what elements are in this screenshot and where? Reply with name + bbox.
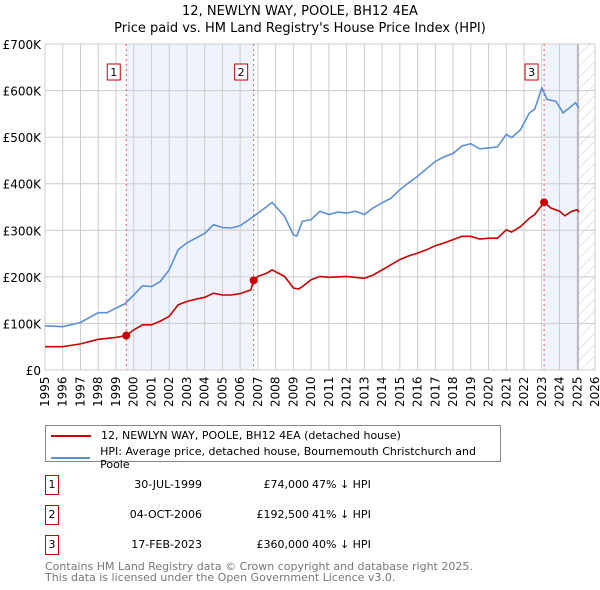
forecast-hatch <box>578 44 595 370</box>
sale-price: £360,000 <box>256 538 310 551</box>
sale-badge: 1 <box>45 475 59 495</box>
hpi-line <box>44 85 580 328</box>
legend-line-blue <box>51 457 91 459</box>
sale-badge-box <box>106 63 121 81</box>
x-tick-label: 2019 <box>464 376 478 407</box>
sale-badge-label: 3 <box>528 66 535 79</box>
sale-price: £74,000 <box>263 478 310 491</box>
x-tick-label: 2012 <box>340 376 354 407</box>
y-tick-label: £300K <box>3 224 43 238</box>
x-tick-label: 2020 <box>482 376 496 407</box>
x-tick-label: 2001 <box>144 376 158 407</box>
legend-line-red <box>51 434 91 437</box>
sale-date: 04-OCT-2006 <box>129 508 202 521</box>
x-tick-label: 2023 <box>535 376 549 407</box>
x-tick-label: 2011 <box>322 376 336 407</box>
chart-legend: 12, NEWLYN WAY, POOLE, BH12 4EA (detache… <box>45 425 501 471</box>
x-tick-label: 1997 <box>73 376 87 407</box>
x-tick-label: 2010 <box>304 376 318 407</box>
x-tick-label: 2017 <box>428 376 442 407</box>
x-tick-label: 2000 <box>127 376 141 407</box>
y-tick-label: £500K <box>3 131 43 145</box>
chart-subtitle: Price paid vs. HM Land Registry's House … <box>114 21 486 36</box>
sale-date: 17-FEB-2023 <box>131 538 202 551</box>
sale-hpi-diff: 47% ↓ HPI <box>312 478 371 491</box>
sale-hpi-diff: 41% ↓ HPI <box>312 508 371 521</box>
legend-label: HPI: Average price, detached house, Bour… <box>100 445 477 471</box>
y-tick-label: £400K <box>3 178 43 192</box>
x-tick-label: 2013 <box>357 376 371 407</box>
y-tick-label: £600K <box>3 85 43 99</box>
x-tick-label: 2014 <box>375 376 389 407</box>
copyright-note: Contains HM Land Registry data © Crown c… <box>45 560 473 573</box>
property-price-line <box>45 201 580 348</box>
x-tick-label: 2024 <box>553 376 567 407</box>
x-tick-label: 2018 <box>446 376 460 407</box>
legend-item-hpi: HPI: Average price, detached house, Bour… <box>51 445 500 471</box>
x-tick-label: 2022 <box>517 376 531 407</box>
sale-badge-label: 2 <box>238 66 245 79</box>
legend-item-property: 12, NEWLYN WAY, POOLE, BH12 4EA (detache… <box>51 429 401 442</box>
sale-hpi-diff: 40% ↓ HPI <box>312 538 371 551</box>
licence-note: This data is licensed under the Open Gov… <box>45 571 396 584</box>
x-tick-label: 2003 <box>180 376 194 407</box>
sale-badge-label: 1 <box>110 66 117 79</box>
x-tick-label: 2007 <box>251 376 265 407</box>
sale-point <box>122 331 131 340</box>
sale-price: £192,500 <box>256 508 310 521</box>
x-tick-label: 2005 <box>215 376 229 407</box>
x-tick-label: 1998 <box>91 376 105 407</box>
y-tick-label: £0 <box>26 364 41 378</box>
chart-title: 12, NEWLYN WAY, POOLE, BH12 4EA <box>182 4 418 19</box>
sale-date: 30-JUL-1999 <box>134 478 202 491</box>
x-tick-label: 2002 <box>162 376 176 407</box>
sale-point <box>540 198 549 207</box>
sale-badge-box <box>234 63 249 81</box>
x-tick-label: 1996 <box>56 376 70 407</box>
y-tick-label: £100K <box>3 317 43 331</box>
x-tick-label: 1995 <box>38 376 52 407</box>
sale-row: 1 30-JUL-1999 £74,000 47% ↓ HPI <box>45 475 445 495</box>
x-tick-label: 2021 <box>499 376 513 407</box>
x-tick-label: 1999 <box>109 376 123 407</box>
x-tick-label: 2026 <box>588 376 600 407</box>
ownership-shade <box>126 44 254 370</box>
legend-label: 12, NEWLYN WAY, POOLE, BH12 4EA (detache… <box>101 429 401 442</box>
x-tick-label: 2006 <box>233 376 247 407</box>
x-tick-label: 2009 <box>286 376 300 407</box>
x-tick-label: 2025 <box>570 376 584 407</box>
x-tick-label: 2015 <box>393 376 407 407</box>
y-tick-label: £700K <box>3 38 43 52</box>
sale-badge: 2 <box>45 505 59 525</box>
price-chart: £0 £100K £200K £300K £400K £500K £600K £700K 199… <box>3 38 600 407</box>
x-tick-label: 2016 <box>411 376 425 407</box>
sale-row: 2 04-OCT-2006 £192,500 41% ↓ HPI <box>45 505 445 525</box>
x-tick-label: 2008 <box>269 376 283 407</box>
sale-badge-box <box>524 63 539 81</box>
sale-point <box>249 276 258 285</box>
y-tick-label: £200K <box>3 271 43 285</box>
x-tick-label: 2004 <box>198 376 212 407</box>
sale-row: 3 17-FEB-2023 £360,000 40% ↓ HPI <box>45 535 445 555</box>
sale-badge: 3 <box>45 535 59 555</box>
